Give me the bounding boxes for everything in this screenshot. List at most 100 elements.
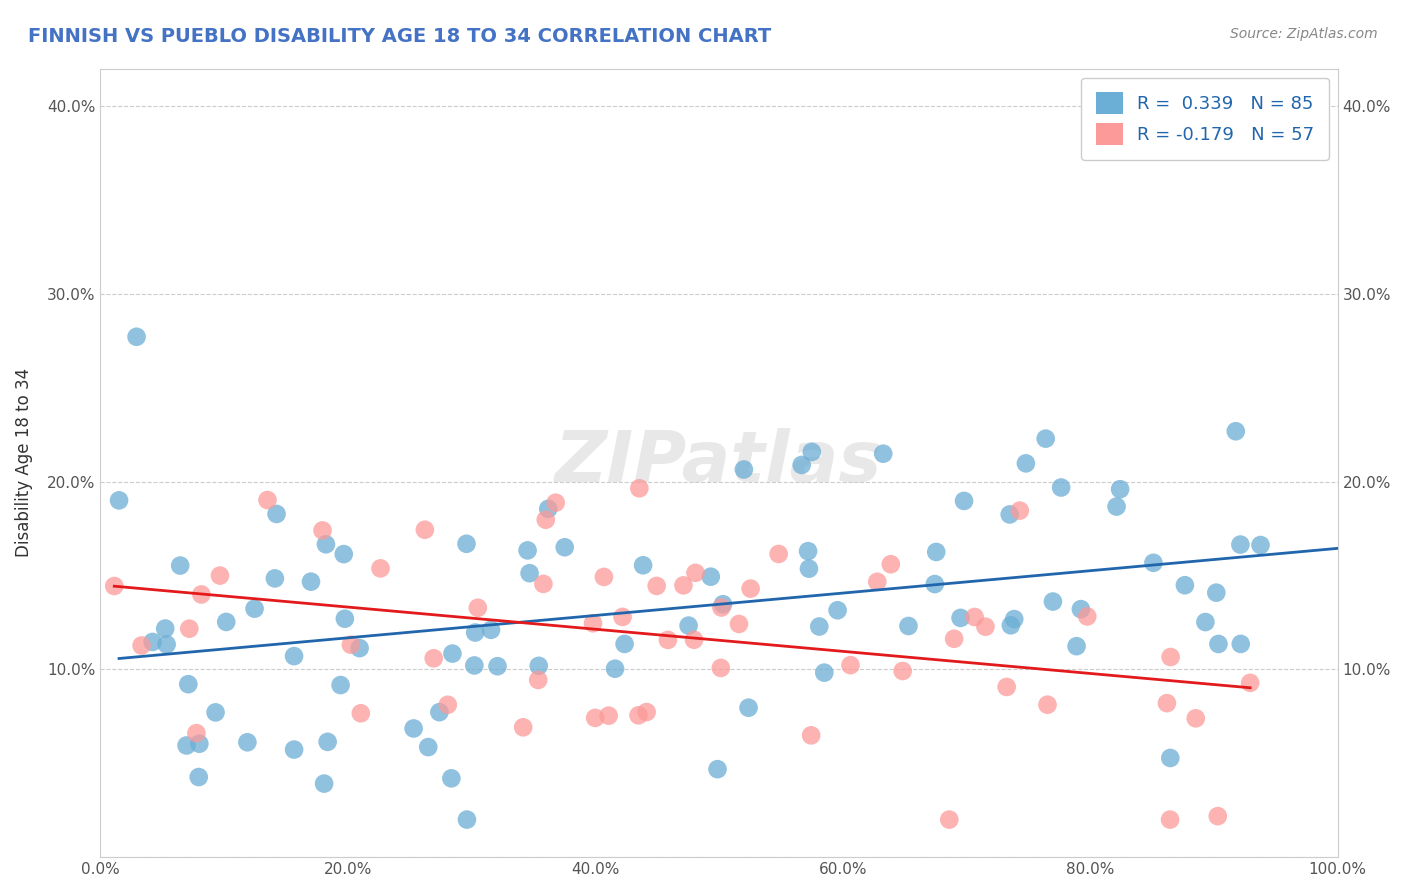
- Point: [790, 458, 813, 472]
- Point: [537, 501, 560, 516]
- Point: [953, 494, 976, 508]
- Point: [998, 508, 1021, 522]
- Point: [631, 558, 654, 573]
- Point: [963, 610, 986, 624]
- Point: [142, 635, 165, 649]
- Point: [706, 762, 728, 776]
- Point: [187, 770, 209, 784]
- Point: [1070, 602, 1092, 616]
- Point: [1184, 711, 1206, 725]
- Point: [188, 737, 211, 751]
- Point: [1239, 676, 1261, 690]
- Point: [531, 577, 554, 591]
- Legend: R =  0.339   N = 85, R = -0.179   N = 57: R = 0.339 N = 85, R = -0.179 N = 57: [1081, 78, 1329, 160]
- Point: [710, 661, 733, 675]
- Point: [236, 735, 259, 749]
- Point: [208, 568, 231, 582]
- Point: [1042, 594, 1064, 608]
- Point: [1160, 650, 1182, 665]
- Point: [370, 561, 392, 575]
- Point: [108, 493, 131, 508]
- Point: [628, 481, 651, 495]
- Point: [283, 742, 305, 756]
- Point: [1008, 503, 1031, 517]
- Point: [995, 680, 1018, 694]
- Point: [1015, 456, 1038, 470]
- Point: [1250, 538, 1272, 552]
- Point: [350, 706, 373, 721]
- Point: [839, 658, 862, 673]
- Point: [516, 543, 538, 558]
- Point: [441, 647, 464, 661]
- Point: [486, 659, 509, 673]
- Text: FINNISH VS PUEBLO DISABILITY AGE 18 TO 34 CORRELATION CHART: FINNISH VS PUEBLO DISABILITY AGE 18 TO 3…: [28, 27, 772, 45]
- Point: [155, 622, 177, 636]
- Point: [264, 571, 287, 585]
- Point: [897, 619, 920, 633]
- Point: [1229, 538, 1251, 552]
- Point: [169, 558, 191, 573]
- Point: [402, 722, 425, 736]
- Point: [177, 677, 200, 691]
- Point: [422, 651, 444, 665]
- Point: [1066, 639, 1088, 653]
- Point: [467, 600, 489, 615]
- Point: [737, 700, 759, 714]
- Point: [1159, 751, 1181, 765]
- Point: [598, 708, 620, 723]
- Point: [103, 579, 125, 593]
- Point: [463, 658, 485, 673]
- Point: [1050, 481, 1073, 495]
- Point: [554, 541, 576, 555]
- Point: [813, 665, 835, 680]
- Point: [1076, 609, 1098, 624]
- Point: [215, 615, 238, 629]
- Point: [125, 330, 148, 344]
- Point: [627, 708, 650, 723]
- Point: [1174, 578, 1197, 592]
- Point: [1205, 585, 1227, 599]
- Point: [672, 578, 695, 592]
- Point: [938, 813, 960, 827]
- Point: [1194, 615, 1216, 629]
- Point: [582, 616, 605, 631]
- Point: [1208, 637, 1230, 651]
- Point: [1002, 612, 1025, 626]
- Point: [583, 711, 606, 725]
- Point: [179, 622, 201, 636]
- Y-axis label: Disability Age 18 to 34: Disability Age 18 to 34: [15, 368, 32, 558]
- Point: [519, 566, 541, 581]
- Point: [1142, 556, 1164, 570]
- Point: [440, 772, 463, 786]
- Point: [527, 658, 550, 673]
- Point: [872, 447, 894, 461]
- Point: [866, 574, 889, 589]
- Point: [1036, 698, 1059, 712]
- Point: [733, 462, 755, 476]
- Point: [204, 706, 226, 720]
- Point: [512, 720, 534, 734]
- Point: [329, 678, 352, 692]
- Point: [186, 726, 208, 740]
- Point: [256, 493, 278, 508]
- Point: [683, 632, 706, 647]
- Point: [1206, 809, 1229, 823]
- Point: [678, 618, 700, 632]
- Point: [808, 619, 831, 633]
- Point: [156, 637, 179, 651]
- Point: [131, 639, 153, 653]
- Point: [418, 740, 440, 755]
- Point: [314, 776, 336, 790]
- Point: [949, 611, 972, 625]
- Point: [827, 603, 849, 617]
- Point: [315, 537, 337, 551]
- Point: [740, 582, 762, 596]
- Point: [974, 620, 997, 634]
- Text: Source: ZipAtlas.com: Source: ZipAtlas.com: [1230, 27, 1378, 41]
- Point: [797, 562, 820, 576]
- Point: [891, 664, 914, 678]
- Point: [1159, 813, 1181, 827]
- Point: [436, 698, 458, 712]
- Point: [413, 523, 436, 537]
- Point: [1109, 482, 1132, 496]
